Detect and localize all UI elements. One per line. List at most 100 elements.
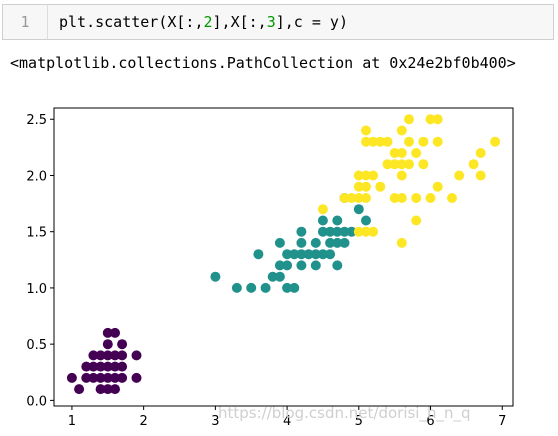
code-token-number: 2 <box>203 13 213 31</box>
scatter-point <box>110 384 120 395</box>
scatter-point <box>102 339 113 350</box>
scatter-point <box>361 193 371 203</box>
scatter-point <box>267 271 278 282</box>
y-tick-label: 2.0 <box>26 169 47 184</box>
scatter-point <box>88 361 99 372</box>
scatter-point <box>411 148 422 158</box>
scatter-point <box>325 226 336 237</box>
scatter-point <box>396 193 407 203</box>
scatter-point <box>339 237 350 248</box>
y-axis-ticks: 0.0 0.5 1.0 1.5 2.0 2.5 <box>26 113 54 409</box>
scatter-point <box>110 327 120 338</box>
scatter-point <box>310 260 321 271</box>
scatter-point <box>210 271 221 282</box>
scatter-point <box>339 226 350 237</box>
scatter-point <box>382 159 393 170</box>
scatter-point <box>389 193 400 203</box>
scatter-point <box>361 125 371 136</box>
scatter-point <box>253 249 264 260</box>
scatter-point <box>353 204 364 215</box>
scatter-point <box>389 159 400 170</box>
scatter-point <box>102 384 113 395</box>
code-token-sep: ],X[:, <box>212 13 267 31</box>
scatter-point <box>353 226 364 237</box>
scatter-point <box>418 136 429 147</box>
code-token-args: ],c = y) <box>275 13 348 31</box>
scatter-point <box>361 181 371 192</box>
scatter-point <box>317 249 328 260</box>
scatter-point <box>396 125 407 136</box>
x-tick-label: 3 <box>211 414 219 429</box>
scatter-point <box>102 350 113 361</box>
scatter-point <box>66 372 77 383</box>
plot-frame <box>53 107 514 407</box>
scatter-point <box>274 271 285 282</box>
code-token-number: 3 <box>266 13 276 31</box>
scatter-point <box>282 260 293 271</box>
x-tick-label: 6 <box>426 414 434 429</box>
scatter-point <box>81 372 92 383</box>
x-tick-label: 7 <box>498 414 506 429</box>
scatter-point <box>468 159 479 170</box>
scatter-point <box>317 204 328 215</box>
scatter-point <box>110 350 120 361</box>
scatter-point <box>396 170 407 181</box>
scatter-point <box>361 226 371 237</box>
scatter-point <box>396 237 407 248</box>
cell-output-text: <matplotlib.collections.PathCollection a… <box>10 54 516 72</box>
scatter-point <box>361 215 371 226</box>
x-tick-label: 5 <box>355 414 363 429</box>
scatter-point <box>95 350 106 361</box>
x-tick-label: 4 <box>283 414 291 429</box>
scatter-point <box>382 136 393 147</box>
y-tick-label: 1.0 <box>26 282 47 297</box>
line-number: 1 <box>3 5 48 39</box>
scatter-point <box>102 372 113 383</box>
scatter-point <box>368 170 379 181</box>
scatter-point <box>396 148 407 158</box>
scatter-point <box>490 136 501 147</box>
scatter-point <box>475 170 486 181</box>
code-cell[interactable]: 1 plt.scatter(X[:,2],X[:,3],c = y) <box>2 4 554 40</box>
scatter-point <box>454 170 465 181</box>
watermark-text: https://blog.csdn.net/dorisi_h_n_q <box>218 404 471 423</box>
scatter-point <box>411 215 422 226</box>
scatter-point <box>274 237 285 248</box>
scatter-point <box>332 215 343 226</box>
scatter-points <box>66 114 501 395</box>
x-tick-label: 2 <box>140 414 148 429</box>
scatter-point <box>332 237 343 248</box>
scatter-point <box>296 249 307 260</box>
scatter-point <box>95 384 106 395</box>
scatter-point <box>411 193 422 203</box>
scatter-point <box>246 282 257 293</box>
scatter-point <box>117 361 128 372</box>
scatter-point <box>88 350 99 361</box>
scatter-point <box>310 237 321 248</box>
scatter-point <box>317 215 328 226</box>
scatter-point <box>231 282 242 293</box>
scatter-point <box>117 350 128 361</box>
scatter-point <box>282 249 293 260</box>
scatter-point <box>325 237 336 248</box>
y-tick-label: 2.5 <box>26 113 47 128</box>
scatter-point <box>81 361 92 372</box>
scatter-point <box>404 114 414 125</box>
scatter-point <box>361 136 371 147</box>
code-line[interactable]: plt.scatter(X[:,2],X[:,3],c = y) <box>59 5 348 39</box>
scatter-point <box>368 226 379 237</box>
code-token-call: plt.scatter(X[:, <box>59 13 204 31</box>
scatter-point <box>296 237 307 248</box>
scatter-point <box>131 350 142 361</box>
scatter-point <box>425 114 436 125</box>
scatter-point <box>432 114 443 125</box>
scatter-point <box>404 159 414 170</box>
scatter-point <box>310 249 321 260</box>
scatter-point <box>296 260 307 271</box>
scatter-point <box>353 181 364 192</box>
scatter-point <box>332 260 343 271</box>
scatter-point <box>95 372 106 383</box>
scatter-point <box>296 226 307 237</box>
scatter-point <box>88 372 99 383</box>
